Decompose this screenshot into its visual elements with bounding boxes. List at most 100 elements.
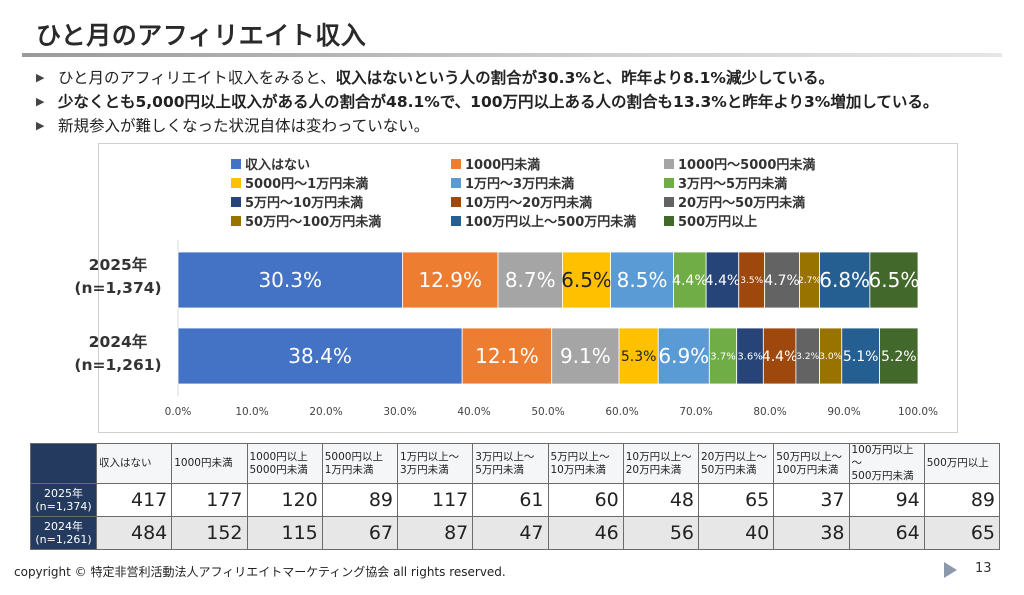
- header-line: 100万円以上～: [851, 444, 914, 469]
- bar-segment: [461, 327, 553, 385]
- x-tick-label: 50.0%: [531, 406, 564, 418]
- bar-data-label: 3.2%: [796, 352, 819, 362]
- bullet-marker-icon: ▶: [36, 71, 45, 84]
- header-line: 10万円以上～: [625, 450, 692, 463]
- table-cell: 89: [321, 483, 399, 517]
- legend-item: 1000円～5000円未満: [664, 154, 815, 173]
- bullet-marker-icon: ▶: [36, 119, 45, 132]
- x-tick-label: 70.0%: [679, 406, 712, 418]
- x-tick-label: 100.0%: [898, 406, 938, 418]
- y-category-label: 2025年 (n=1,374): [58, 254, 178, 300]
- table-cell: 48: [622, 483, 700, 517]
- table-cell: 64: [848, 516, 925, 550]
- legend-item: 1000円未満: [451, 154, 540, 173]
- table-cell: 120: [246, 483, 323, 517]
- table-cell: 417: [95, 483, 173, 517]
- header-line: 1000円以上: [249, 450, 308, 463]
- bar-data-label: 30.3%: [258, 268, 322, 292]
- legend-swatch: [664, 215, 674, 226]
- bar-data-label: 3.0%: [819, 352, 842, 362]
- header-line: 収入はない: [99, 457, 152, 469]
- table-cell: 89: [923, 483, 1001, 517]
- x-tick-label: 10.0%: [235, 406, 268, 418]
- bullet-item: ▶ 少なくとも5,000円以上収入がある人の割合が48.1%で、100万円以上ある…: [36, 90, 1006, 114]
- bar-segment: [673, 251, 707, 309]
- row-header-line: 2025年: [44, 487, 83, 500]
- table-cell: 37: [773, 483, 850, 517]
- category-year: 2024年: [88, 333, 148, 351]
- legend-item: 50万円～100万円未満: [231, 211, 381, 230]
- bar-data-label: 4.4%: [672, 273, 708, 289]
- copyright-footer: copyright © 特定非営利活動法人アフィリエイトマーケティング協会 al…: [14, 565, 506, 579]
- legend-item: 100万円以上～500万円未満: [451, 211, 636, 230]
- table-cell: 65: [697, 483, 775, 517]
- bar-data-label: 3.6%: [737, 352, 762, 363]
- bar-segment: [841, 327, 880, 385]
- count-table: 収入はない 1000円未満 1000円以上 5000円未満 5000円以上 1万円未満 1万…: [30, 443, 1001, 550]
- bar-data-label: 2.7%: [798, 276, 821, 286]
- header-line: 5000円未満: [249, 463, 308, 476]
- row-header-line: (n=1,261): [35, 533, 92, 546]
- table-cell: 152: [171, 516, 248, 550]
- header-line: 3万円未満: [400, 463, 449, 476]
- bullet-text: 少なくとも5,000円以上収入がある人の割合が48.1%で、100万円以上ある人…: [58, 93, 939, 111]
- bar-data-label: 6.5%: [561, 268, 612, 292]
- header-line: 5万円以上～: [550, 450, 610, 463]
- legend-label: 1000円～5000円未満: [678, 158, 816, 173]
- legend-swatch: [664, 177, 674, 188]
- table-column-header: 5万円以上～ 10万円未満: [547, 443, 624, 484]
- legend-label: 3万円～5万円未満: [678, 177, 788, 192]
- bar-data-label: 5.3%: [621, 349, 657, 365]
- header-line: 100万円未満: [776, 463, 839, 476]
- table-cell: 117: [396, 483, 474, 517]
- bar-data-label: 5.1%: [843, 349, 879, 365]
- legend-swatch: [231, 215, 241, 226]
- header-line: 10万円未満: [550, 463, 606, 476]
- page-number: 13: [975, 561, 992, 576]
- legend-item: 3万円～5万円未満: [664, 173, 787, 192]
- table-row: 2024年 (n=1,261) 484 152 115 67 87 47 46 56 40 38 64 6…: [30, 516, 1001, 550]
- x-tick-label: 20.0%: [309, 406, 342, 418]
- bullet-text: 収入はないという人の割合が30.3%と、昨年より8.1%減少している。: [335, 69, 834, 87]
- table-cell: 40: [697, 516, 775, 550]
- table-column-header: 3万円以上～ 5万円未満: [472, 443, 549, 484]
- bar-data-label: 9.1%: [560, 344, 611, 368]
- table-row-header: 2025年 (n=1,374): [30, 483, 97, 517]
- legend-item: 10万円～20万円未満: [451, 192, 592, 211]
- bar-data-label: 4.4%: [762, 349, 798, 365]
- table-column-header: 50万円以上～ 100万円未満: [773, 443, 850, 484]
- category-year: 2025年: [88, 256, 148, 274]
- bar-segment: [736, 327, 764, 385]
- bullet-text: ひと月のアフィリエイト収入をみると、: [58, 69, 336, 87]
- table-row: 2025年 (n=1,374) 417 177 120 89 117 61 60 48 65 37 94…: [30, 483, 1001, 517]
- legend-label: 50万円～100万円未満: [245, 215, 382, 230]
- header-line: 1000円未満: [174, 457, 233, 469]
- table-cell: 87: [396, 516, 474, 550]
- header-line: 5000円以上: [324, 450, 383, 463]
- x-tick-label: 80.0%: [753, 406, 786, 418]
- next-page-arrow-icon[interactable]: [944, 562, 957, 578]
- bar-data-label: 5.2%: [881, 349, 917, 365]
- bullet-item: ▶ 新規参入が難しくなった状況自体は変わっていない。: [36, 114, 1006, 138]
- bar-segment: [177, 327, 463, 385]
- legend-swatch: [451, 215, 461, 226]
- legend-label: 10万円～20万円未満: [465, 196, 593, 211]
- bar-data-label: 4.4%: [705, 273, 741, 289]
- x-tick-label: 30.0%: [383, 406, 416, 418]
- page-title: ひと月のアフィリエイト収入: [36, 21, 367, 50]
- header-line: 50万円以上～: [776, 450, 843, 463]
- bar-segment: [869, 251, 919, 309]
- legend-label: 1万円～3万円未満: [465, 177, 575, 192]
- bar-segment: [879, 327, 919, 385]
- table-cell: 115: [246, 516, 323, 550]
- table-column-header: 10万円以上～ 20万円未満: [622, 443, 700, 484]
- category-sample-size: (n=1,374): [74, 279, 162, 297]
- bullet-item: ▶ ひと月のアフィリエイト収入をみると、収入はないという人の割合が30.3%と、昨…: [36, 66, 1006, 90]
- bar-segment: [819, 251, 871, 309]
- bar-data-label: 3.5%: [740, 276, 763, 286]
- summary-bullets: ▶ ひと月のアフィリエイト収入をみると、収入はないという人の割合が30.3%と、昨…: [36, 66, 1006, 138]
- row-header-line: (n=1,374): [35, 500, 92, 513]
- table-column-header: 100万円以上～ 500万円未満: [848, 443, 925, 484]
- header-line: 1万円未満: [324, 463, 374, 476]
- table-column-header: 5000円以上 1万円未満: [321, 443, 399, 484]
